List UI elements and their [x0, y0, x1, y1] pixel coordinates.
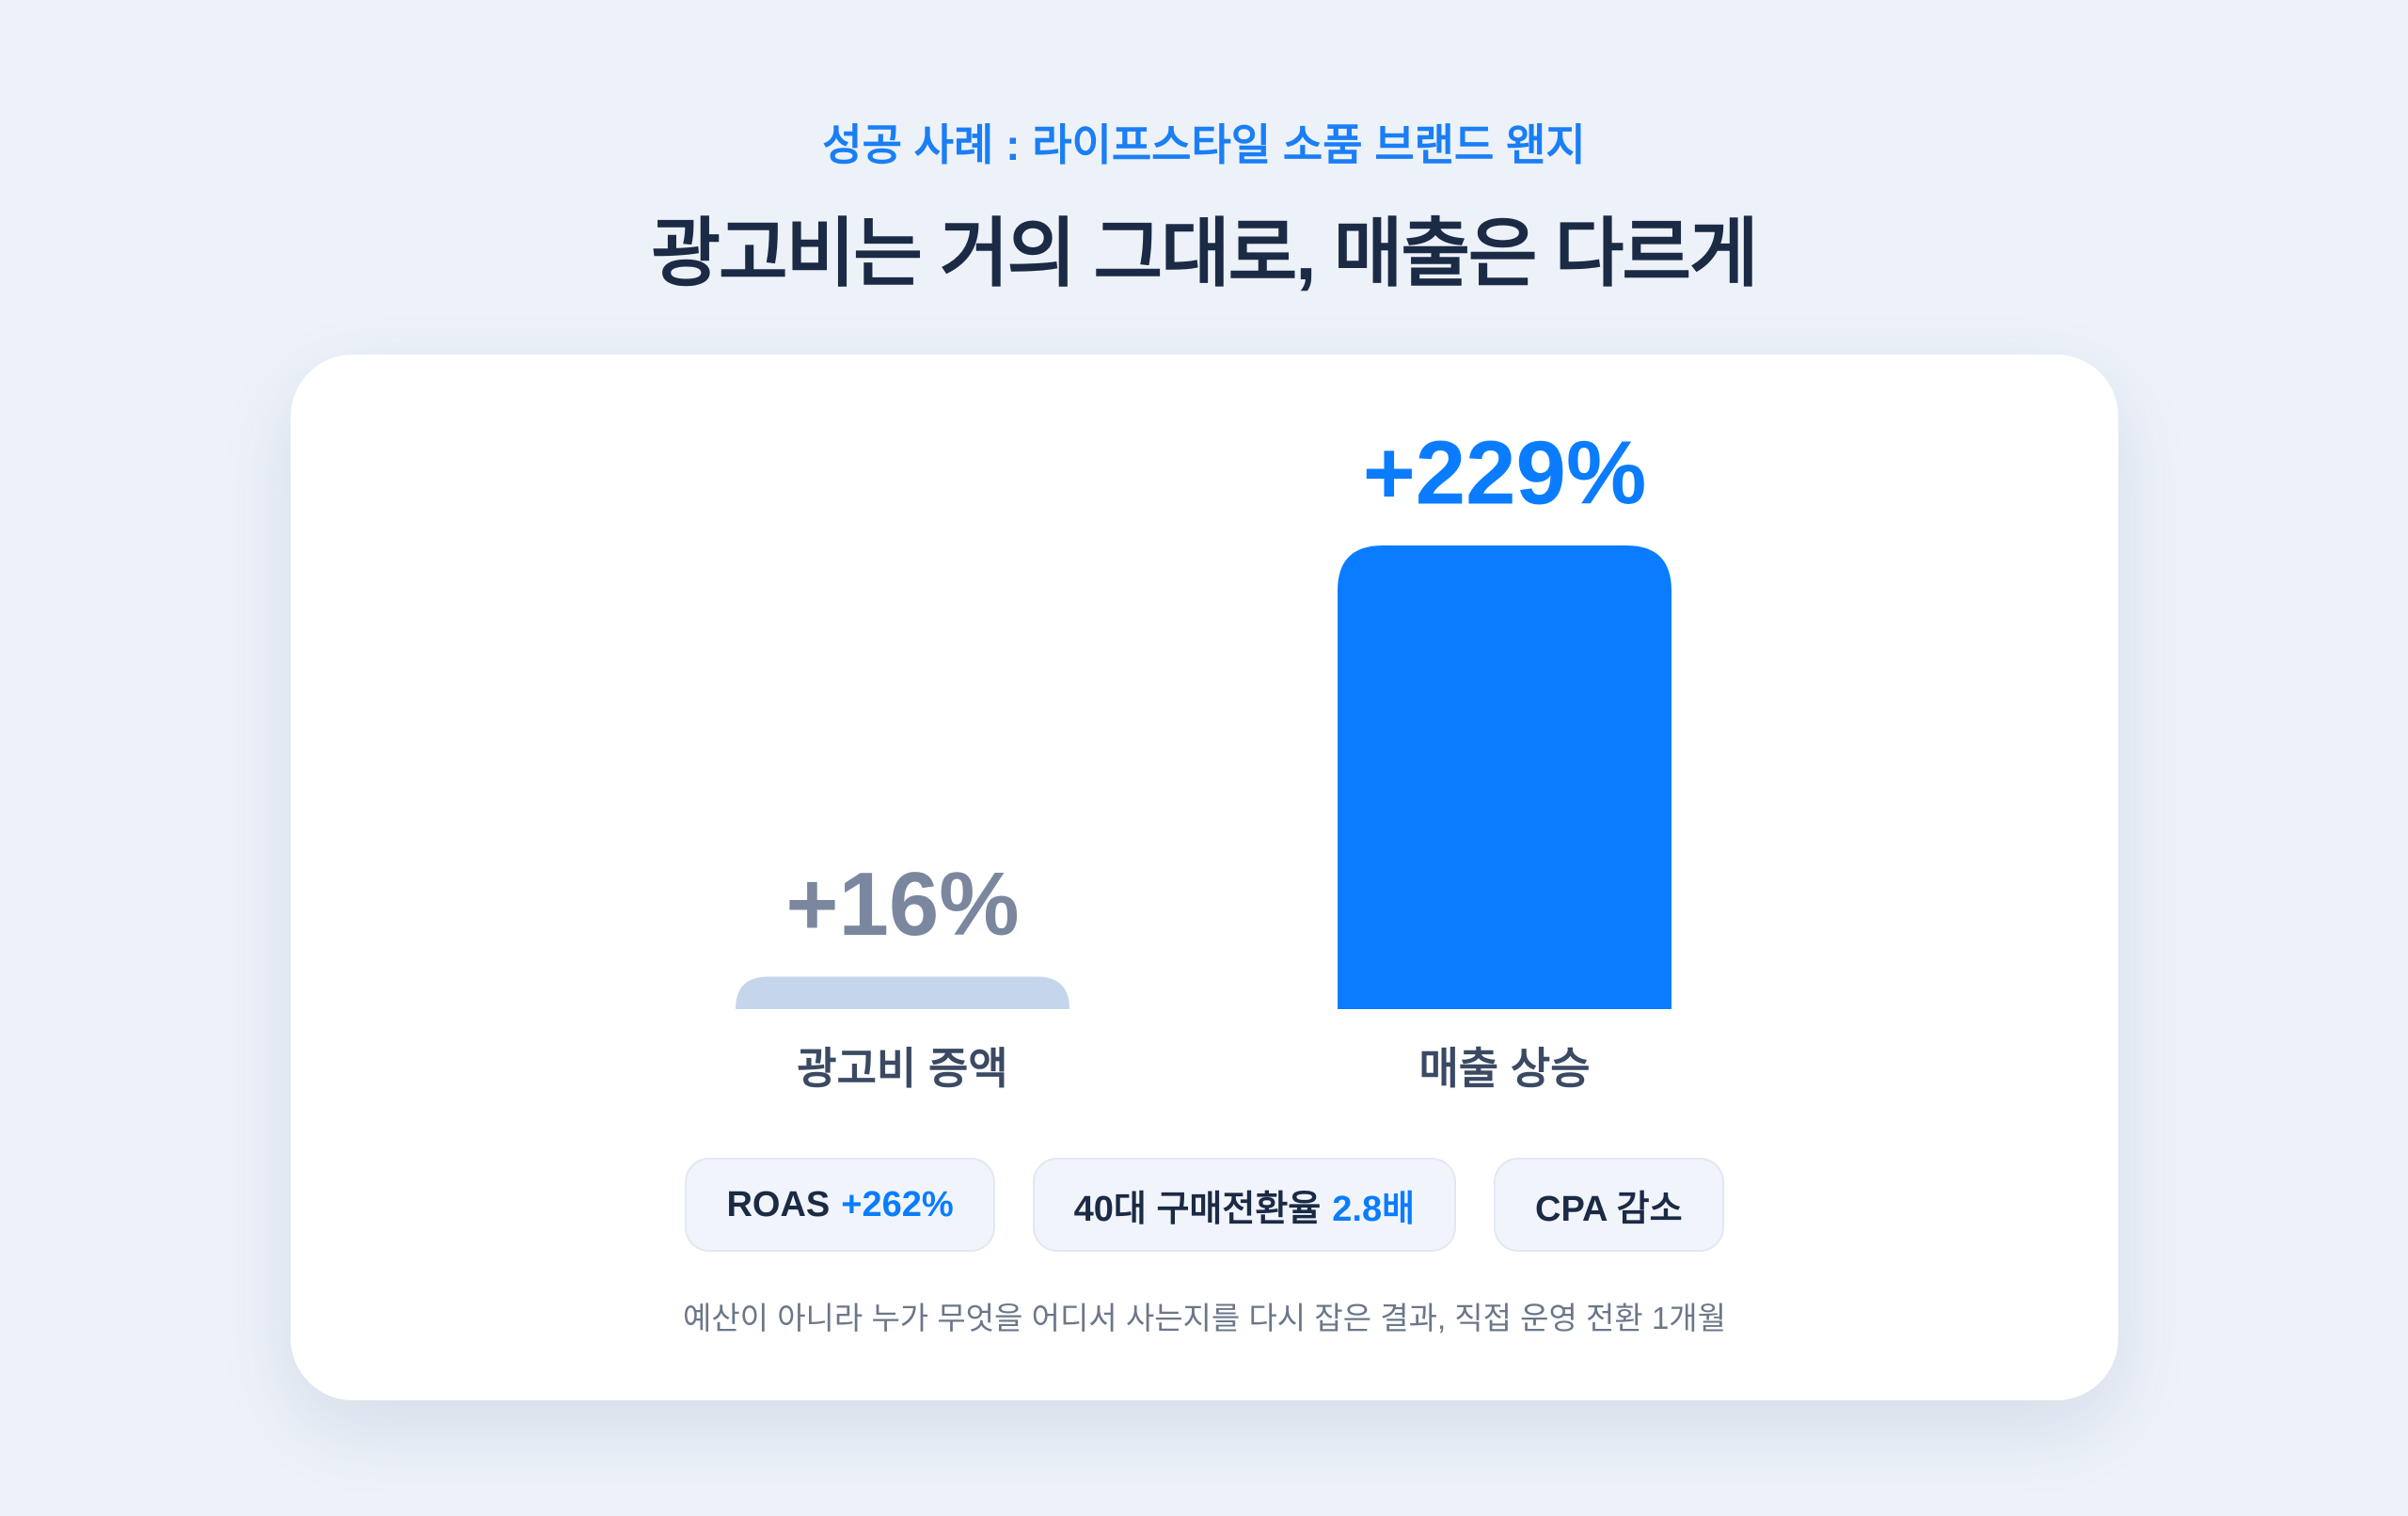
footnote: 예산이 아니라 누가 무엇을 어디서 사는지를 다시 잡은 결과, 직접 운영 …	[682, 1301, 1727, 1335]
subtitle: 성공 사례 : 라이프스타일 소품 브랜드 왠지	[822, 120, 1586, 169]
badge-label: CPA 감소	[1535, 1189, 1683, 1229]
badge-label: 40대 구매전환율	[1073, 1189, 1322, 1229]
badge-row: ROAS +262% 40대 구매전환율 2.8배 CPA 감소	[291, 1158, 2118, 1252]
category-label: 광고비 증액	[797, 1044, 1007, 1093]
badge-highlight: +262%	[841, 1184, 954, 1224]
card: +16% 광고비 증액 +229% 매출 상승 ROAS +262% 40대 구매전환율 2…	[291, 355, 2118, 1400]
bar	[736, 976, 1069, 1009]
badge: CPA 감소	[1494, 1158, 1724, 1252]
category-label: 매출 상승	[1418, 1044, 1590, 1093]
title: 광고비는 거의 그대로, 매출은 다르게	[651, 212, 1758, 295]
bar	[1338, 545, 1671, 1009]
badge-highlight: 2.8배	[1332, 1189, 1416, 1229]
badge-label: ROAS	[726, 1184, 831, 1224]
value-label: +229%	[1363, 422, 1647, 523]
badge: ROAS +262%	[685, 1158, 995, 1252]
badge: 40대 구매전환율 2.8배	[1032, 1158, 1457, 1252]
value-label: +16%	[785, 854, 1019, 955]
chart: +16% 광고비 증액 +229% 매출 상승	[736, 422, 1671, 1093]
